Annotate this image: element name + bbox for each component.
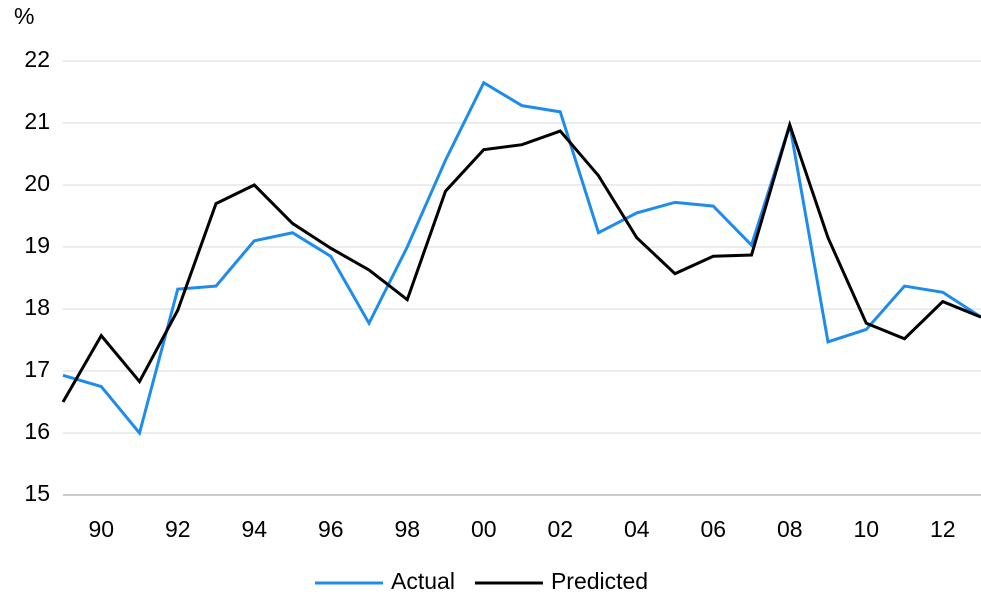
y-tick-label: 20 bbox=[24, 170, 50, 196]
x-tick-label: 94 bbox=[241, 516, 267, 542]
x-tick-label: 00 bbox=[471, 516, 497, 542]
legend-label: Actual bbox=[391, 568, 455, 594]
x-tick-label: 02 bbox=[547, 516, 573, 542]
y-tick-label: 21 bbox=[24, 108, 50, 134]
y-tick-label: 22 bbox=[24, 46, 50, 72]
y-tick-label: 15 bbox=[24, 480, 50, 506]
y-unit: % bbox=[14, 3, 34, 29]
series-line bbox=[62, 80, 981, 437]
y-tick-label: 18 bbox=[24, 294, 50, 320]
x-tick-label: 98 bbox=[394, 516, 420, 542]
x-tick-label: 90 bbox=[88, 516, 114, 542]
legend-label: Predicted bbox=[551, 568, 648, 594]
x-tick-label: 12 bbox=[930, 516, 956, 542]
x-tick-label: 96 bbox=[318, 516, 344, 542]
x-tick-label: 06 bbox=[700, 516, 726, 542]
y-tick-label: 19 bbox=[24, 232, 50, 258]
x-tick-label: 04 bbox=[624, 516, 650, 542]
series-line bbox=[61, 119, 981, 403]
x-tick-label: 92 bbox=[165, 516, 191, 542]
y-tick-label: 17 bbox=[24, 356, 50, 382]
x-tick-label: 10 bbox=[853, 516, 879, 542]
y-tick-label: 16 bbox=[24, 418, 50, 444]
x-tick-label: 08 bbox=[777, 516, 803, 542]
